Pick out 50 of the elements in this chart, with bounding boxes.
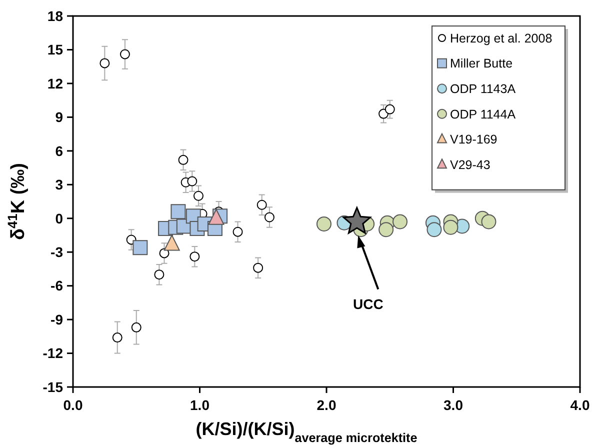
point xyxy=(193,190,204,201)
point xyxy=(187,176,198,186)
point xyxy=(232,226,243,237)
point xyxy=(256,200,267,210)
point xyxy=(170,204,186,220)
y-tick-label: 9 xyxy=(55,109,64,126)
point xyxy=(443,220,458,235)
y-tick-label: -12 xyxy=(42,345,64,362)
legend-label: ODP 1144A xyxy=(450,107,516,122)
point xyxy=(159,248,170,258)
legend-label: V19-169 xyxy=(450,132,498,147)
point xyxy=(132,240,148,256)
point xyxy=(426,222,442,238)
x-tick-label: 0.0 xyxy=(63,397,83,413)
point xyxy=(190,252,200,262)
point xyxy=(164,234,180,251)
point xyxy=(131,322,142,332)
point xyxy=(392,214,408,230)
point xyxy=(378,222,394,238)
legend-label: Herzog et al. 2008 xyxy=(450,31,552,46)
point xyxy=(253,262,264,273)
x-tick-label: 4.0 xyxy=(570,397,590,413)
point xyxy=(264,212,274,222)
y-tick-label: 12 xyxy=(47,75,64,92)
point xyxy=(154,270,164,280)
y-tick-label: -15 xyxy=(42,378,64,395)
y-tick-label: 15 xyxy=(47,42,64,58)
x-tick-label: 1.0 xyxy=(190,397,210,413)
y-tick-label: -3 xyxy=(50,244,64,260)
x-tick-label: 2.0 xyxy=(316,397,336,413)
point xyxy=(481,214,496,230)
point xyxy=(342,206,371,234)
x-tick-label: 3.0 xyxy=(444,397,464,413)
y-tick-label: -9 xyxy=(50,311,64,328)
point xyxy=(112,332,122,343)
point xyxy=(120,49,130,60)
annotation: UCC xyxy=(353,296,384,312)
y-tick-label: -6 xyxy=(50,278,64,294)
y-tick-label: 6 xyxy=(55,142,64,159)
y-tick-label: 3 xyxy=(55,176,64,193)
y-tick-label: 18 xyxy=(47,8,64,24)
legend-label: Miller Butte xyxy=(450,56,513,71)
point xyxy=(178,154,188,165)
point xyxy=(384,104,395,114)
point xyxy=(100,58,110,68)
point xyxy=(316,216,332,232)
x-axis-title: (K/Si)/(K/Si)$_{average microtektite}$ xyxy=(196,419,418,445)
legend-label: V29-43 xyxy=(450,158,490,172)
legend-label: ODP 1143A xyxy=(450,82,516,96)
y-tick-label: 0 xyxy=(55,210,64,226)
